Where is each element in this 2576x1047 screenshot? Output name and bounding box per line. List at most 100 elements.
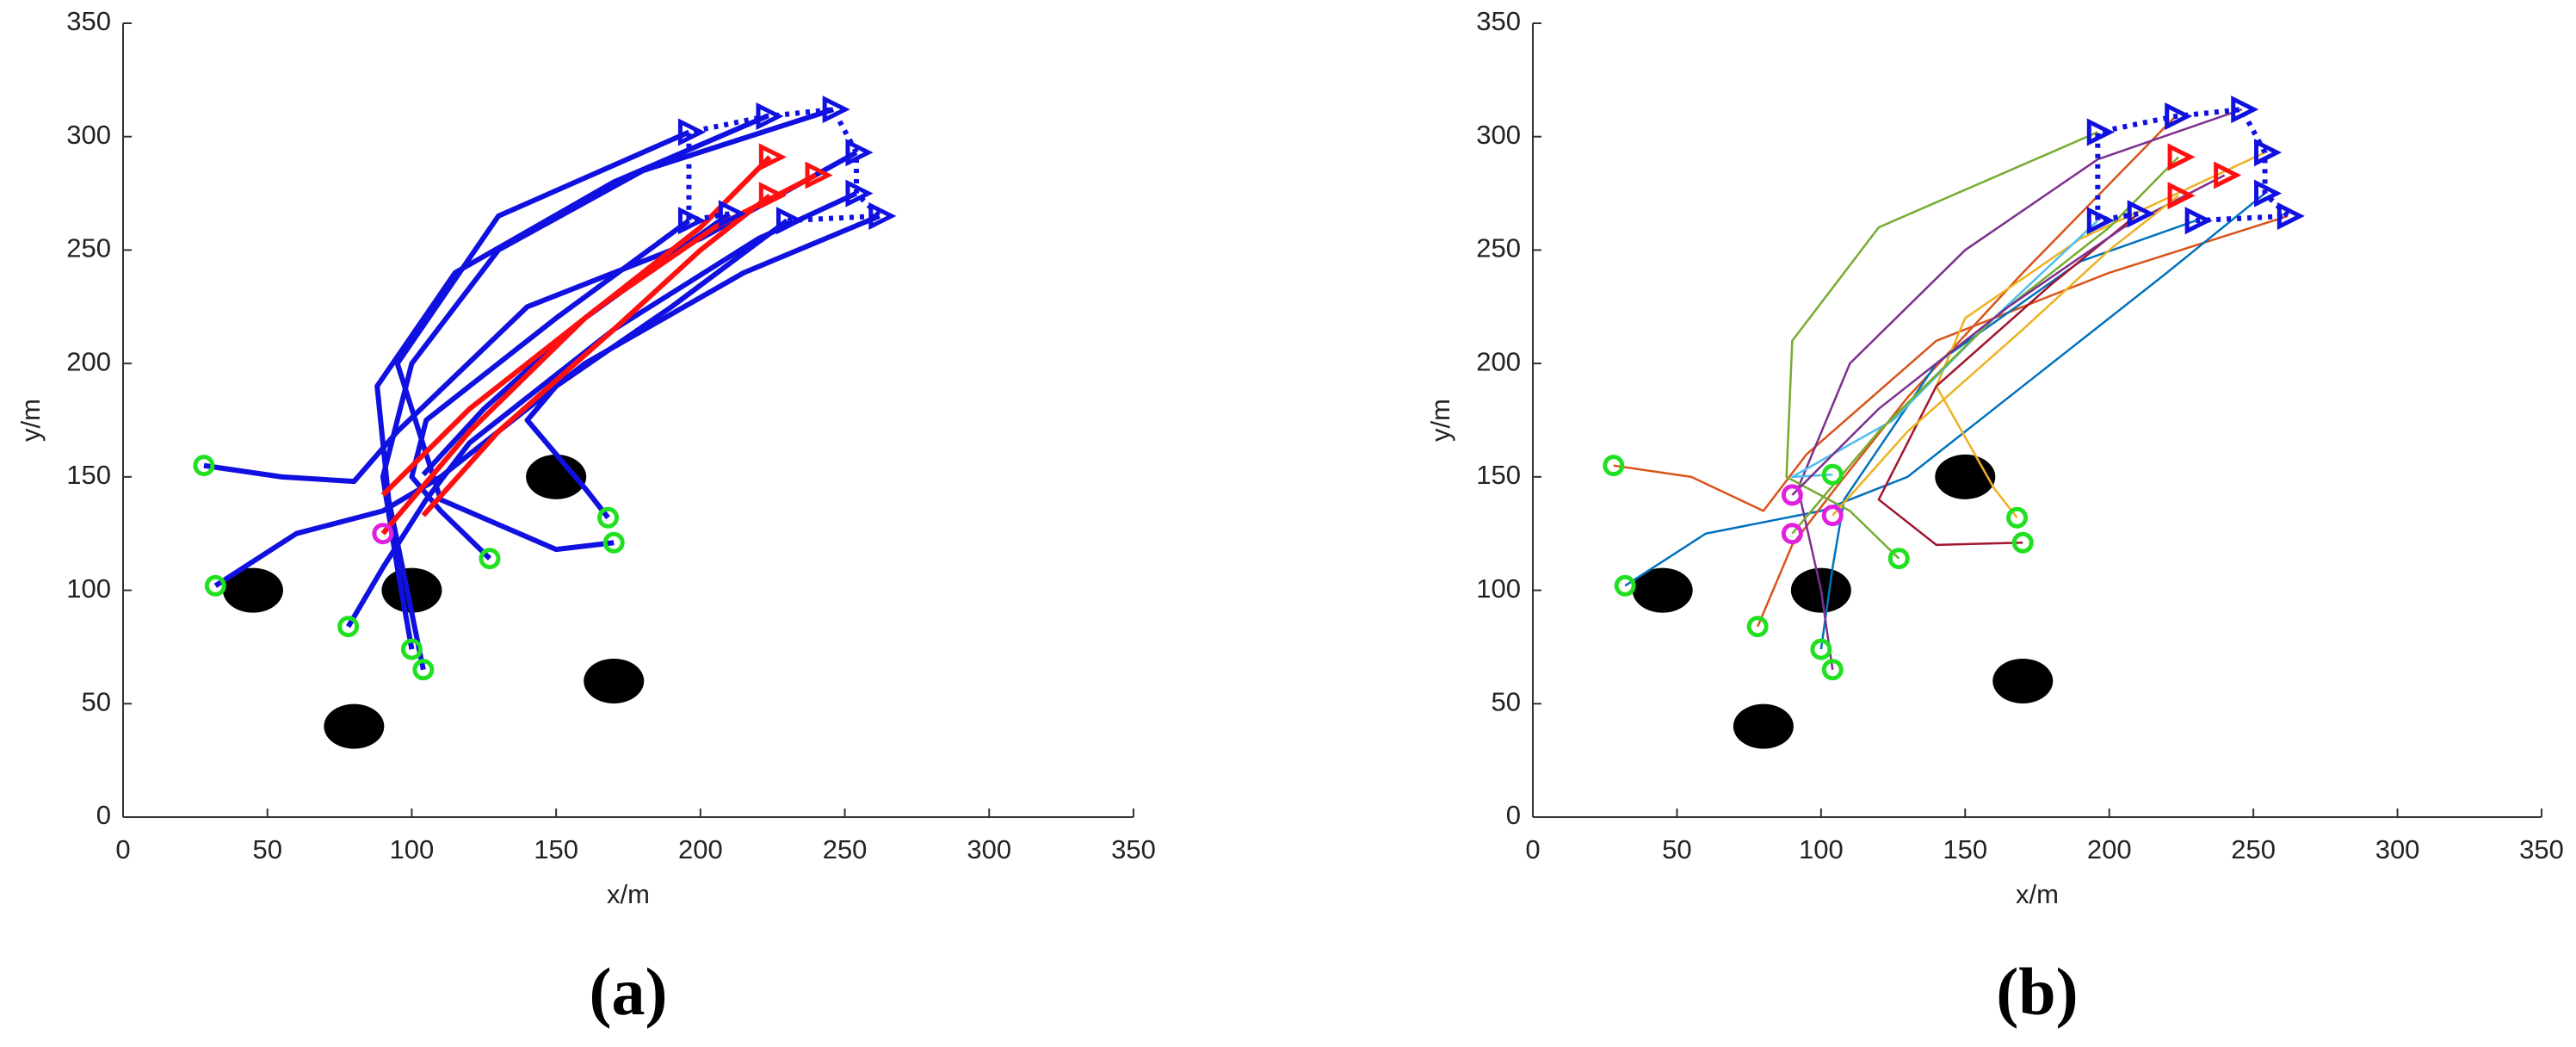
target-point [868,201,897,230]
start-point [337,616,360,638]
target-point [677,207,707,235]
x-tick-label: 0 [1525,834,1540,864]
trajectory [374,114,769,671]
y-tick-label: 200 [66,346,111,376]
target-point [2214,161,2242,189]
y-tick-label: 50 [82,686,111,716]
x-tick-label: 250 [823,834,868,864]
trajectory [524,218,789,520]
x-tick-label: 100 [390,834,435,864]
caption: (a) [590,954,668,1029]
trajectory [1791,174,2226,496]
obstacle [222,567,283,613]
start-point [400,638,423,660]
x-tick-label: 200 [2087,834,2132,864]
y-tick-label: 0 [96,800,111,830]
obstacle [1632,567,1693,613]
obstacle [526,454,587,499]
start-point [1603,455,1625,477]
trajectory [409,218,691,561]
trajectory [394,129,690,553]
start-point [597,506,620,529]
start-point [1614,574,1636,597]
trajectory [1796,108,2243,670]
trajectory [213,214,880,588]
trajectory [1819,220,2196,650]
target-point [2167,182,2196,210]
y-tick-label: 250 [66,233,111,263]
trajectory [1785,131,2098,560]
x-axis-label: x/m [607,879,650,909]
trajectory [1877,213,2139,547]
target-point [718,200,746,228]
y-axis-label: y/m [15,399,46,442]
start-point [372,523,394,545]
y-tick-label: 100 [66,573,111,604]
x-tick-label: 300 [967,834,1011,864]
start-point [479,548,501,570]
obstacle [1935,454,1996,499]
target-point [2254,139,2283,167]
obstacle [1992,658,2054,703]
obstacle [1733,703,1794,749]
y-tick-label: 50 [1492,686,1521,716]
start-point [1781,523,1803,545]
trajectory [1791,220,2099,479]
x-tick-label: 300 [2375,834,2420,864]
target-point [775,207,805,235]
x-tick-label: 150 [534,834,578,864]
start-point [204,574,226,597]
x-axis-label: x/m [2016,879,2059,909]
target-point [845,179,874,208]
start-point [1810,638,1832,660]
y-tick-label: 150 [66,460,111,490]
target-point [2276,201,2305,230]
target-point [805,161,833,189]
obstacle [324,703,385,749]
target-point [2165,102,2193,131]
x-tick-label: 250 [2231,834,2276,864]
y-axis-label: y/m [1425,399,1455,442]
y-tick-label: 100 [1476,573,1521,604]
y-tick-label: 150 [1476,460,1521,490]
x-tick-label: 350 [2519,834,2564,864]
target-point [2167,143,2196,171]
target-point [2254,179,2283,208]
target-point [677,118,707,146]
trajectory [421,193,772,517]
target-point [845,139,874,167]
obstacle [381,567,442,613]
x-tick-label: 150 [1943,834,1987,864]
y-tick-label: 350 [1476,6,1521,36]
x-tick-label: 100 [1799,834,1844,864]
caption: (b) [1996,954,2078,1029]
start-point [602,531,625,554]
x-tick-label: 350 [1111,834,1156,864]
trajectory [1832,195,2179,517]
x-tick-label: 200 [678,834,723,864]
target-point [756,102,784,131]
target-point [2086,118,2115,146]
target-point [758,143,787,171]
trajectory [1624,192,2266,587]
target-point [2127,200,2155,228]
y-tick-label: 200 [1476,346,1521,376]
trajectory [346,190,858,629]
target-point [2086,207,2115,235]
y-tick-label: 0 [1506,800,1521,830]
target-point [2184,207,2213,235]
start-point [193,455,215,477]
trajectory [1613,214,2289,512]
trajectory [1757,115,2177,628]
y-tick-label: 300 [1476,120,1521,150]
start-point [1821,659,1844,681]
start-point [2011,531,2034,554]
start-point [1821,505,1844,527]
obstacle [584,658,645,703]
target-point [822,96,850,124]
start-point [2006,506,2029,529]
start-point [1887,548,1910,570]
y-tick-label: 350 [66,6,111,36]
